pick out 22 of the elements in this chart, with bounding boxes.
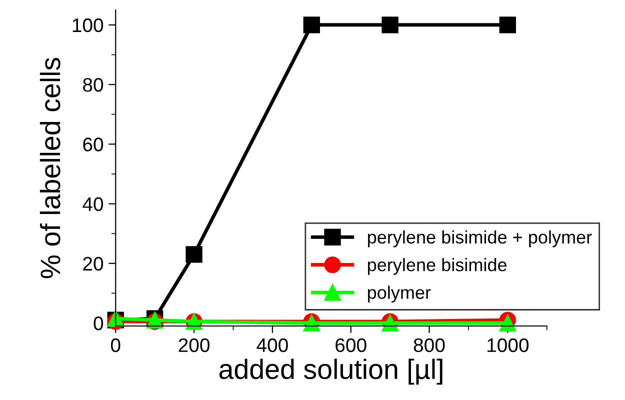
point	[303, 16, 320, 34]
y-tick-label: 60	[83, 138, 104, 152]
y-tick-label: 20	[83, 256, 104, 271]
legend-label: polymer	[368, 286, 431, 303]
x-tick-label: 400	[256, 338, 288, 352]
x-tick-label: 0	[110, 338, 120, 352]
y-tick-label: 0	[94, 316, 104, 330]
y-tick-label: 100	[72, 18, 104, 32]
y-tick-label: 40	[82, 197, 104, 212]
x-axis-title: added solution [µl]	[219, 358, 442, 385]
point	[499, 16, 516, 34]
x-tick-label: 600	[336, 338, 366, 352]
x-tick-label: 800	[414, 338, 445, 352]
point	[499, 314, 516, 332]
x-tick-label: 1000	[488, 338, 529, 352]
y-tick-label: 80	[83, 78, 104, 92]
y-axis-title: % of labelled cells	[40, 58, 60, 278]
point	[382, 16, 398, 34]
legend-label: perylene bisimide + polymer	[368, 230, 592, 248]
x-tick-label: 200	[178, 338, 210, 352]
point	[186, 246, 202, 263]
legend-label: perylene bisimide	[368, 258, 507, 275]
